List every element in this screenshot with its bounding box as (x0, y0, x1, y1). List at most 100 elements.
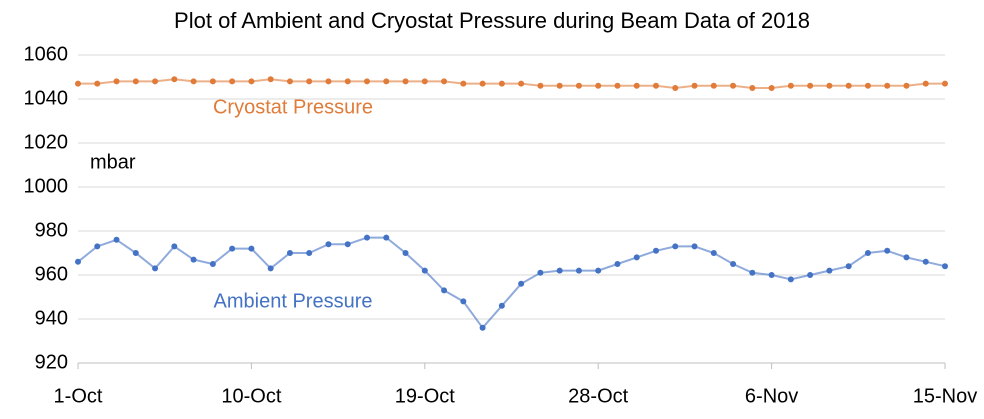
point (903, 82, 910, 89)
y-tick-label: 920 (35, 351, 68, 373)
point (441, 287, 448, 294)
point (498, 302, 505, 309)
point (691, 243, 698, 250)
point (922, 80, 929, 87)
point (325, 241, 332, 248)
point (344, 78, 351, 85)
point (730, 82, 737, 89)
point (113, 236, 120, 243)
series-line (77, 236, 946, 330)
y-tick-label: 1020 (24, 131, 69, 153)
point (229, 245, 236, 252)
point (556, 82, 563, 89)
point (171, 76, 178, 83)
point (942, 263, 948, 270)
point (383, 234, 390, 241)
series-line (78, 78, 945, 90)
x-tick-label: 28-Oct (568, 385, 628, 407)
point (672, 243, 679, 250)
point (864, 82, 871, 89)
point (653, 247, 659, 254)
point (633, 82, 640, 89)
point (595, 267, 602, 274)
point (209, 261, 216, 267)
point (826, 82, 833, 89)
y-tick-label: 1000 (24, 175, 69, 197)
point (152, 265, 159, 272)
y-tick-label: 980 (35, 219, 68, 241)
point (749, 269, 756, 276)
point (864, 250, 871, 256)
point (903, 254, 910, 261)
point (132, 78, 139, 85)
point (537, 269, 544, 276)
point (171, 243, 178, 250)
point (460, 80, 467, 87)
point (518, 280, 525, 287)
point (306, 250, 313, 256)
point (113, 78, 120, 85)
point (248, 78, 255, 85)
point (248, 245, 255, 252)
point (826, 267, 833, 274)
annotation: Cryostat Pressure (213, 96, 373, 118)
y-tick-label: 1060 (24, 43, 69, 65)
point (402, 250, 409, 256)
point (364, 234, 370, 241)
y-tick-label: 1040 (24, 87, 69, 109)
point (595, 82, 602, 89)
point (942, 80, 948, 87)
point (479, 80, 486, 87)
point (710, 250, 717, 256)
x-tick-label: 19-Oct (395, 385, 455, 407)
point (672, 85, 679, 91)
point (209, 78, 216, 85)
point (190, 78, 197, 85)
y-tick-label: 940 (35, 307, 68, 329)
point (807, 82, 814, 89)
point (190, 256, 197, 263)
point (383, 78, 390, 85)
point (229, 78, 236, 85)
point (768, 85, 775, 91)
x-tick-label: 15-Nov (913, 385, 977, 407)
point (460, 298, 467, 305)
x-tick-label: 1-Oct (54, 385, 103, 407)
point (94, 243, 101, 250)
point (306, 78, 313, 85)
point (421, 267, 428, 274)
point (787, 276, 794, 283)
point (691, 82, 698, 89)
point (614, 82, 621, 89)
point (556, 267, 563, 274)
point (479, 324, 486, 331)
point (633, 254, 640, 261)
x-tick-label: 6-Nov (745, 385, 798, 407)
point (730, 261, 737, 267)
point (575, 267, 582, 274)
point (498, 80, 505, 87)
point (749, 85, 756, 91)
point (94, 80, 101, 87)
point (845, 263, 852, 270)
point (807, 272, 814, 278)
point (768, 272, 775, 278)
point (267, 265, 274, 272)
point (132, 250, 139, 256)
point (575, 82, 582, 89)
point (75, 258, 81, 265)
chart-title: Plot of Ambient and Cryostat Pressure du… (174, 8, 810, 33)
point (152, 78, 159, 85)
y-tick-label: 960 (35, 263, 68, 285)
annotation: Ambient Pressure (214, 290, 373, 312)
point (286, 250, 293, 256)
point (653, 82, 659, 89)
point (364, 78, 370, 85)
point (325, 78, 332, 85)
point (344, 241, 351, 248)
point (845, 82, 852, 89)
point (922, 258, 929, 265)
point (421, 78, 428, 85)
point (787, 82, 794, 89)
